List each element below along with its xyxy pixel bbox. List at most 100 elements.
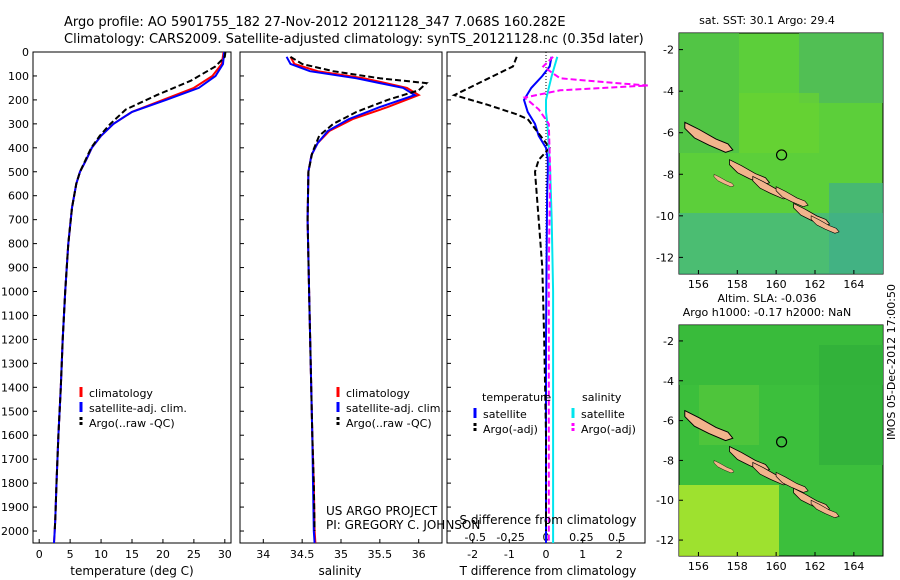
map-y-tick-label: -8: [663, 168, 674, 181]
island: [713, 460, 735, 474]
island: [810, 499, 840, 518]
map-y-tick-label: -10: [656, 494, 674, 507]
map-y-tick-label: -2: [663, 44, 674, 57]
map-y-tick-label: -6: [663, 415, 674, 428]
y-tick-label: 200: [8, 94, 29, 107]
y-tick-label: 1000: [1, 286, 29, 299]
map-x-tick-label: 156: [688, 278, 709, 291]
map-x-tick-label: 162: [805, 278, 826, 291]
series-line: [545, 56, 559, 543]
map-x-tick-label: 158: [727, 560, 748, 573]
map-y-tick-label: -2: [663, 335, 674, 348]
series-line: [522, 56, 553, 543]
header-line2: Climatology: CARS2009. Satellite-adjuste…: [64, 32, 644, 47]
legend-label: salinity: [582, 391, 622, 404]
series-line: [53, 51, 225, 544]
x-tick-label: -2: [467, 548, 478, 561]
sla-map-title-2: Argo h1000: -0.17 h2000: NaN: [683, 306, 852, 319]
map-y-tick-label: -10: [656, 210, 674, 223]
profile-plots: 0100200300400500600700800900100011001200…: [1, 46, 648, 561]
y-tick-label: 400: [8, 142, 29, 155]
legend-label: Argo(..raw -QC): [346, 417, 432, 430]
y-tick-label: 600: [8, 190, 29, 203]
y-tick-label: 1300: [1, 357, 29, 370]
x-tick-label: 25: [187, 548, 201, 561]
x-tick-label: -1: [504, 548, 515, 561]
island: [713, 173, 735, 188]
y-tick-label: 1500: [1, 405, 29, 418]
map-y-tick-label: -8: [663, 454, 674, 467]
y-tick-label: 1600: [1, 429, 29, 442]
map-x-tick-label: 160: [766, 278, 787, 291]
credit-line2: PI: GREGORY C. JOHNSON: [326, 518, 480, 532]
y-tick-label: 1700: [1, 453, 29, 466]
x-tick-label: 35.5: [368, 548, 393, 561]
y-tick-label: 1200: [1, 333, 29, 346]
legend-label: Argo(-adj): [581, 423, 636, 436]
legend-label: Argo(..raw -QC): [89, 417, 175, 430]
sal-tick-label: 0.25: [569, 531, 594, 544]
island: [810, 215, 840, 234]
y-tick-label: 1400: [1, 381, 29, 394]
x-tick-label: 1: [579, 548, 586, 561]
y-tick-label: 100: [8, 70, 29, 83]
legend-label: Argo(-adj): [483, 423, 538, 436]
sal-tick-label: -0.25: [496, 531, 524, 544]
y-tick-label: 800: [8, 238, 29, 251]
map-y-tick-label: -12: [656, 534, 674, 547]
legend-label: satellite-adj. clim.: [89, 402, 187, 415]
legend-label: satellite: [483, 408, 527, 421]
map-patch: [819, 345, 883, 465]
map-patch: [829, 183, 883, 273]
map-patch: [799, 33, 883, 103]
map-x-tick-label: 160: [766, 560, 787, 573]
y-tick-label: 1100: [1, 309, 29, 322]
y-tick-label: 900: [8, 262, 29, 275]
map-y-tick-label: -6: [663, 127, 674, 140]
series-line: [451, 56, 552, 531]
series-line: [289, 55, 429, 532]
x-tick-label: 10: [94, 548, 108, 561]
island: [775, 186, 809, 208]
x-tick-label: 35: [334, 548, 348, 561]
legend-label: satellite: [581, 408, 625, 421]
y-tick-label: 500: [8, 166, 29, 179]
legend-label: climatology: [346, 387, 410, 400]
sal-tick-label: -0.5: [465, 531, 486, 544]
map-y-tick-label: -12: [656, 251, 674, 264]
x-tick-label: 2: [616, 548, 623, 561]
y-tick-label: 300: [8, 118, 29, 131]
map-x-tick-label: 164: [843, 560, 864, 573]
series-line: [53, 51, 226, 544]
x-tick-label: 34: [256, 548, 270, 561]
island: [684, 121, 734, 153]
x-tick-label: 15: [125, 548, 139, 561]
sla-map: 156 158 160 162 164 -2 -4 -6 -8 -10 -12: [656, 324, 884, 573]
map-x-tick-label: 164: [843, 278, 864, 291]
map-x-tick-label: 162: [805, 560, 826, 573]
argo-marker: [775, 436, 788, 448]
x-tick-label: 34.5: [290, 548, 315, 561]
x-tick-label: 20: [156, 548, 170, 561]
map-x-tick-label: 158: [727, 278, 748, 291]
y-tick-label: 0: [22, 46, 29, 59]
map-patch: [679, 485, 779, 556]
series-line: [522, 56, 648, 543]
temperature-panel-frame: [32, 51, 232, 544]
sst-map: 156 158 160 162 164 -2 -4 -6 -8 -10 -12: [656, 32, 884, 291]
argo-marker: [775, 149, 788, 161]
legend-label: climatology: [89, 387, 153, 400]
map-y-tick-label: -4: [663, 375, 674, 388]
map-y-tick-label: -4: [663, 85, 674, 98]
y-tick-label: 2000: [1, 525, 29, 538]
x-tick-label: 30: [218, 548, 232, 561]
y-tick-label: 700: [8, 214, 29, 227]
temperature-xlabel: temperature (deg C): [70, 564, 193, 578]
legend-label: temperature: [482, 391, 551, 404]
map-patch: [739, 93, 819, 153]
credit-line1: US ARGO PROJECT: [326, 504, 438, 518]
x-tick-label: 0: [543, 548, 550, 561]
x-tick-label: 0: [36, 548, 43, 561]
sla-map-title-1: Altim. SLA: -0.036: [717, 292, 816, 305]
